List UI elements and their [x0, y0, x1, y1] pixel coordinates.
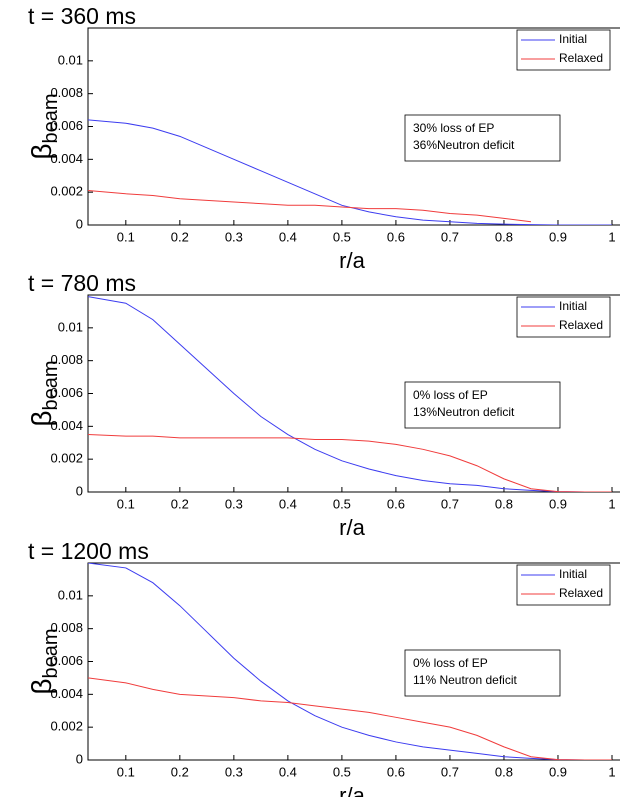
legend-label: Relaxed [559, 51, 603, 65]
x-tick-label: 0.8 [495, 229, 513, 244]
y-tick-label: 0.008 [50, 620, 83, 635]
x-tick-label: 0.1 [117, 229, 135, 244]
annotation: 13%Neutron deficit [413, 405, 515, 419]
annotation: 36%Neutron deficit [413, 138, 515, 152]
y-axis-label: βbeam [26, 93, 62, 159]
x-axis-label: r/a [339, 515, 365, 540]
y-tick-label: 0 [76, 751, 83, 766]
legend-box [516, 296, 611, 338]
chart-title: t = 360 ms [28, 3, 136, 29]
x-tick-label: 0.2 [171, 496, 189, 511]
x-tick-label: 1 [608, 229, 615, 244]
x-tick-label: 1 [608, 496, 615, 511]
annotation-box [404, 114, 561, 162]
x-tick-label: 0.9 [549, 764, 567, 779]
y-tick-label: 0.002 [50, 719, 83, 734]
y-tick-label: 0 [76, 483, 83, 498]
y-axis-label: βbeam [26, 360, 62, 426]
legend-box [516, 564, 611, 606]
x-tick-label: 0.1 [117, 496, 135, 511]
y-tick-label: 0.004 [50, 686, 83, 701]
y-label-symbol: β [26, 143, 57, 159]
x-tick-label: 0.3 [225, 764, 243, 779]
x-tick-label: 0.6 [387, 229, 405, 244]
data-line [88, 434, 612, 492]
x-tick-label: 0.2 [171, 229, 189, 244]
y-tick-label: 0.006 [50, 118, 83, 133]
x-tick-label: 0.2 [171, 764, 189, 779]
x-tick-label: 0.7 [441, 764, 459, 779]
y-tick-label: 0.01 [58, 52, 83, 67]
legend-label: Initial [559, 299, 587, 313]
x-tick-label: 0.7 [441, 496, 459, 511]
y-tick-label: 0.008 [50, 85, 83, 100]
legend-label: Relaxed [559, 586, 603, 600]
x-tick-label: 0.4 [279, 229, 297, 244]
x-tick-label: 0.5 [333, 229, 351, 244]
annotation: 0% loss of EP [413, 388, 488, 402]
y-label-symbol: β [26, 410, 57, 426]
chart-title: t = 1200 ms [28, 538, 149, 564]
x-tick-label: 0.3 [225, 229, 243, 244]
data-line [88, 677, 612, 760]
y-label-subscript: beam [40, 93, 62, 143]
x-tick-label: 0.6 [387, 496, 405, 511]
annotation-box [404, 649, 561, 697]
y-tick-label: 0.002 [50, 451, 83, 466]
x-tick-label: 0.5 [333, 496, 351, 511]
y-tick-label: 0.008 [50, 352, 83, 367]
data-line [88, 119, 612, 225]
x-tick-label: 1 [608, 764, 615, 779]
legend-box [516, 29, 611, 71]
annotation: 11% Neutron deficit [413, 673, 518, 687]
y-tick-label: 0.004 [50, 151, 83, 166]
y-label-subscript: beam [40, 360, 62, 410]
chart-title: t = 780 ms [28, 270, 136, 296]
x-tick-label: 0.8 [495, 764, 513, 779]
legend-label: Initial [559, 32, 587, 46]
data-line [88, 563, 612, 760]
x-tick-label: 0.7 [441, 229, 459, 244]
data-line [88, 190, 532, 223]
x-tick-label: 0.6 [387, 764, 405, 779]
y-tick-label: 0.006 [50, 653, 83, 668]
x-tick-label: 0.9 [549, 229, 567, 244]
x-tick-label: 0.8 [495, 496, 513, 511]
legend-label: Initial [559, 567, 587, 581]
data-line [88, 296, 612, 492]
y-tick-label: 0.01 [58, 319, 83, 334]
y-tick-label: 0 [76, 216, 83, 231]
y-tick-label: 0.01 [58, 587, 83, 602]
y-axis-label: βbeam [26, 628, 62, 694]
x-tick-label: 0.4 [279, 496, 297, 511]
legend-label: Relaxed [559, 318, 603, 332]
y-tick-label: 0.004 [50, 418, 83, 433]
x-tick-label: 0.1 [117, 764, 135, 779]
x-tick-label: 0.9 [549, 496, 567, 511]
annotation: 0% loss of EP [413, 656, 488, 670]
x-tick-label: 0.3 [225, 496, 243, 511]
y-tick-label: 0.002 [50, 184, 83, 199]
y-label-symbol: β [26, 678, 57, 694]
y-tick-label: 0.006 [50, 385, 83, 400]
x-axis-label: r/a [339, 248, 365, 273]
x-tick-label: 0.4 [279, 764, 297, 779]
x-axis-label: r/a [339, 783, 365, 797]
annotation: 30% loss of EP [413, 121, 494, 135]
x-tick-label: 0.5 [333, 764, 351, 779]
y-label-subscript: beam [40, 628, 62, 678]
annotation-box [404, 381, 561, 429]
